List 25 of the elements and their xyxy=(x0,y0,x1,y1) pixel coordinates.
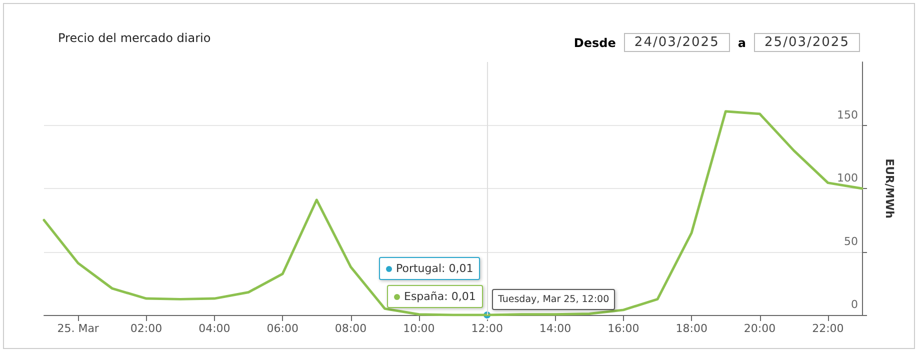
x-tick-label: 25. Mar xyxy=(57,322,100,335)
annotation: Tuesday, Mar 25, 12:00 xyxy=(498,294,610,305)
date-field: 24/03/2025 xyxy=(624,33,730,52)
y-tick-label: 150 xyxy=(837,108,858,122)
annotation: Portugal: 0,01 xyxy=(396,262,474,275)
y-tick-label: 0 xyxy=(851,298,858,311)
x-tick-label: 14:00 xyxy=(539,322,572,335)
y-axis-title: EUR/MWh xyxy=(883,158,896,218)
date-field: 25/03/2025 xyxy=(754,33,860,52)
y-tick-label: 50 xyxy=(844,234,858,248)
annotation: España: 0,01 xyxy=(404,290,476,303)
text: a xyxy=(738,36,746,50)
x-tick-label: 12:00 xyxy=(471,322,503,335)
x-tick-label: 16:00 xyxy=(608,322,640,335)
x-tick-label: 10:00 xyxy=(403,322,435,335)
x-tick-label: 04:00 xyxy=(198,322,230,335)
x-tick-label: 08:00 xyxy=(334,322,367,335)
x-tick-label: 22:00 xyxy=(812,322,844,335)
x-tick-label: 20:00 xyxy=(744,322,776,335)
x-tick-label: 18:00 xyxy=(676,322,708,335)
y-tick-label: 100 xyxy=(837,172,858,184)
x-tick-label: 06:00 xyxy=(266,322,298,335)
x-tick-label: 02:00 xyxy=(130,322,162,335)
text: Desde xyxy=(574,36,616,50)
chart-title: Precio del mercado diario xyxy=(58,31,211,45)
